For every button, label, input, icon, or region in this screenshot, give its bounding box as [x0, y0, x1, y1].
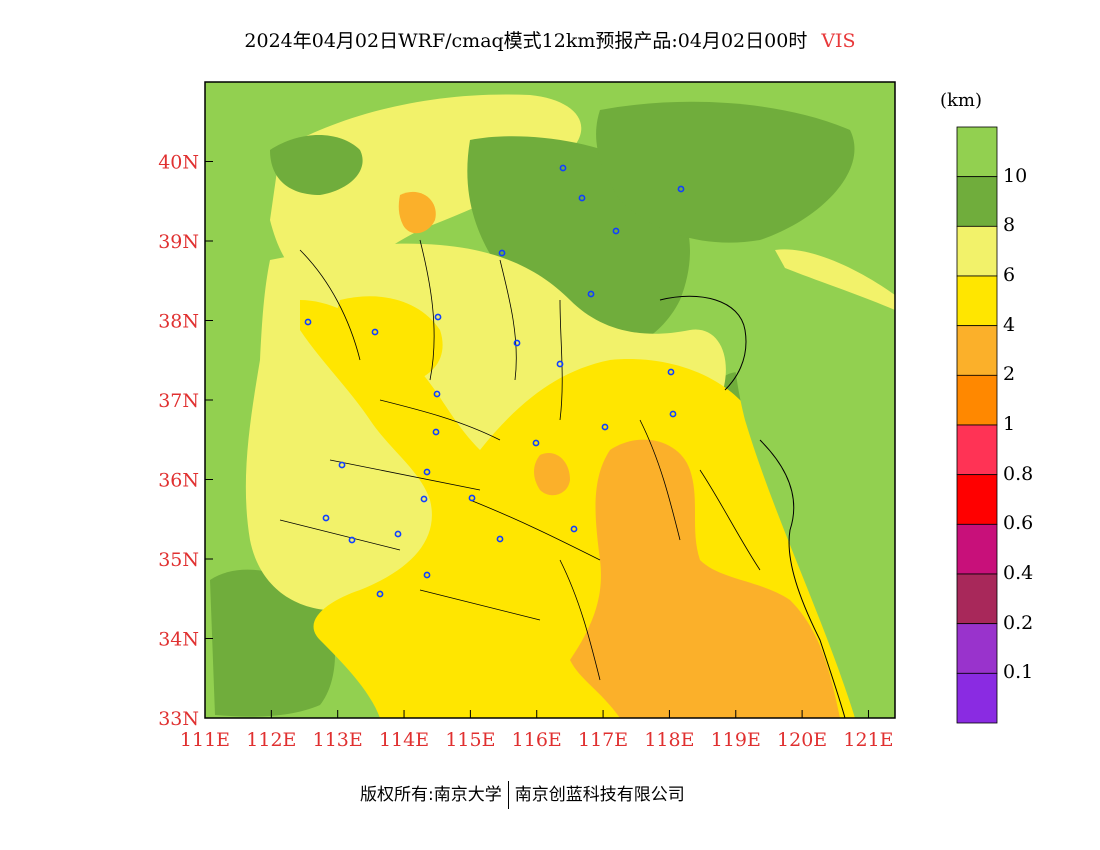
colorbar-swatch — [956, 623, 998, 674]
x-tick-label: 120E — [777, 729, 827, 751]
field-region — [210, 569, 335, 717]
colorbar-swatch — [956, 325, 998, 376]
field-region — [596, 101, 855, 243]
x-tick-label: 115E — [445, 729, 495, 751]
x-tick-label: 118E — [644, 729, 694, 751]
footer-copyright: 版权所有:南京大学 — [360, 785, 502, 805]
colorbar-swatch — [956, 672, 998, 724]
colorbar-label: 0.2 — [1003, 611, 1034, 634]
field-region — [270, 135, 363, 195]
colorbar-label: 10 — [1003, 164, 1028, 187]
colorbar-label: 1 — [1003, 413, 1016, 435]
x-tick-label: 113E — [313, 729, 363, 751]
y-tick-label: 37N — [158, 390, 199, 412]
x-axis: 111E 112E 113E 114E 115E 116E 117E 118E 119E 120E… — [180, 710, 894, 751]
x-tick-label: 121E — [843, 729, 893, 751]
field-region — [775, 249, 895, 310]
y-tick-label: 35N — [158, 549, 199, 571]
colorbar-label: 2 — [1003, 363, 1016, 386]
y-tick-label: 38N — [158, 311, 199, 333]
colorbar-swatch — [956, 573, 998, 625]
colorbar-swatch — [956, 424, 998, 476]
title-variable: VIS — [821, 30, 856, 52]
field-region — [534, 452, 570, 496]
coastline — [759, 439, 846, 718]
colorbar-swatch — [956, 474, 998, 525]
colorbar-label: 6 — [1003, 264, 1016, 286]
footer-divider — [507, 781, 509, 809]
field-region — [732, 239, 895, 718]
y-tick-label: 36N — [158, 470, 199, 492]
map-title: 2024年04月02日WRF/cmaq模式12km预报产品:04月02日00时 V… — [0, 26, 1100, 53]
colorbar-swatch — [956, 374, 998, 426]
x-tick-label: 111E — [180, 729, 230, 751]
colorbar-label: 0.4 — [1003, 562, 1034, 584]
colorbar-unit: (km) — [940, 90, 983, 111]
field-region — [398, 191, 436, 234]
y-tick-label: 33N — [158, 708, 199, 730]
colorbar-swatch — [956, 176, 998, 227]
colorbar-swatch — [956, 523, 998, 575]
forecast-field — [205, 82, 895, 718]
x-tick-label: 119E — [711, 729, 761, 751]
colorbar-swatch — [956, 126, 998, 178]
x-tick-label: 114E — [379, 729, 429, 751]
colorbar-swatch — [956, 275, 998, 327]
field-region — [570, 439, 840, 718]
colorbar-label: 8 — [1003, 214, 1016, 237]
field-region — [330, 296, 443, 385]
footer-company: 南京创蓝科技有限公司 — [514, 785, 685, 805]
title-main: 2024年04月02日WRF/cmaq模式12km预报产品:04月02日00时 — [244, 30, 808, 52]
x-tick-label: 112E — [246, 729, 296, 751]
colorbar-label: 0.6 — [1003, 512, 1034, 535]
colorbar — [956, 126, 998, 724]
province-boundaries — [279, 239, 761, 681]
colorbar-label: 0.8 — [1003, 462, 1034, 485]
x-tick-label: 116E — [512, 729, 562, 751]
colorbar-swatch — [956, 225, 998, 277]
coastline — [659, 295, 747, 391]
y-tick-label: 40N — [158, 152, 199, 174]
colorbar-label: 0.1 — [1003, 661, 1034, 684]
city-markers — [304, 164, 685, 598]
y-tick-label: 39N — [158, 231, 199, 253]
y-axis: 33N 34N 35N 36N 37N 38N 39N 40N — [158, 152, 213, 730]
x-tick-label: 117E — [578, 729, 628, 751]
y-tick-label: 34N — [158, 629, 199, 651]
colorbar-label: 4 — [1003, 313, 1016, 336]
footer: 版权所有:南京大学 南京创蓝科技有限公司 — [360, 780, 685, 809]
